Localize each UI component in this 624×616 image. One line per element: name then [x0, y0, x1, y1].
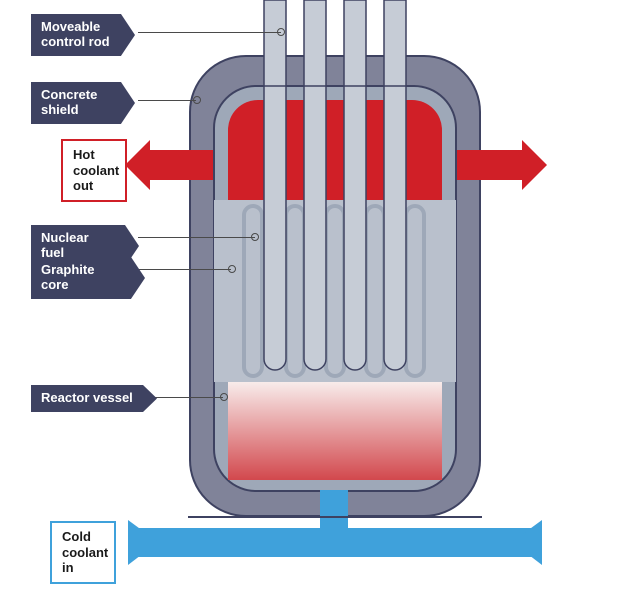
- dot-concrete: [193, 96, 201, 104]
- label-cold-in: Coldcoolantin: [50, 521, 116, 584]
- cold-pipe: [128, 490, 542, 565]
- leader-fuel: [138, 237, 255, 238]
- lower-gradient: [228, 382, 442, 480]
- control-rod-top: [384, 0, 406, 86]
- label-control-rod: Moveablecontrol rod: [31, 14, 121, 56]
- label-concrete-shield: Concreteshield: [31, 82, 121, 124]
- reactor-diagram: Moveablecontrol rod Concreteshield Hotco…: [0, 0, 624, 611]
- label-reactor-vessel: Reactor vessel: [31, 385, 143, 412]
- label-hot-out: Hotcoolantout: [61, 139, 127, 202]
- leader-control-rod: [138, 32, 281, 33]
- graphite-core: [214, 200, 456, 382]
- control-rod-top: [304, 0, 326, 86]
- dot-vessel: [220, 393, 228, 401]
- leader-core: [138, 269, 231, 270]
- dot-core: [228, 265, 236, 273]
- control-rod-top: [344, 0, 366, 86]
- dot-fuel: [251, 233, 259, 241]
- leader-concrete: [138, 100, 196, 101]
- label-graphite-core: Graphite core: [31, 257, 131, 299]
- dot-control-rod: [277, 28, 285, 36]
- control-rod-top: [264, 0, 286, 86]
